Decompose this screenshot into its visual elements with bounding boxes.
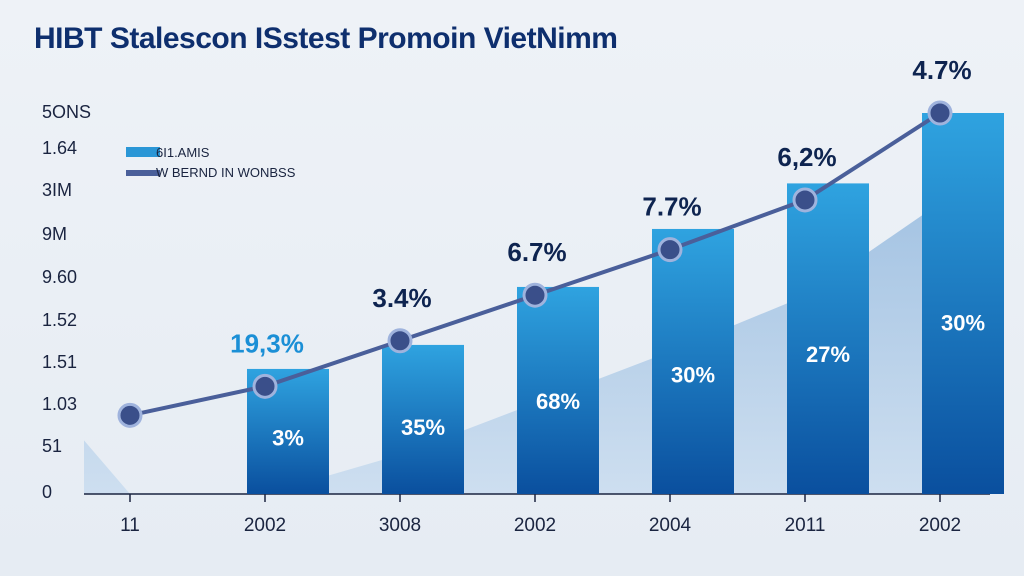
x-tick-label: 2002 xyxy=(514,515,556,536)
x-tick-label: 2004 xyxy=(649,515,692,536)
line-value-label: 6.7% xyxy=(507,237,566,267)
bar xyxy=(787,183,869,495)
trend-point xyxy=(117,402,143,428)
y-tick-label: 1.52 xyxy=(42,310,77,330)
y-tick-label: 3IM xyxy=(42,180,72,200)
trend-point xyxy=(387,328,413,354)
bar xyxy=(652,228,734,494)
legend-line-swatch xyxy=(126,170,160,176)
bar-value-label: 3% xyxy=(272,426,304,451)
y-tick-label: 1.03 xyxy=(42,394,77,414)
y-tick-label: 1.51 xyxy=(42,352,77,372)
legend-line-label: W BERND IN WONBSS xyxy=(156,165,296,180)
x-tick-label: 11 xyxy=(120,515,140,536)
y-tick-label: 0 xyxy=(42,482,52,502)
y-tick-label: 1.64 xyxy=(42,138,77,158)
bar-value-label: 68% xyxy=(536,389,580,414)
trend-point xyxy=(657,237,683,263)
y-tick-label: 9.60 xyxy=(42,267,77,287)
line-value-label: 4.7% xyxy=(912,55,971,85)
bar xyxy=(922,113,1004,494)
x-tick-label: 2002 xyxy=(244,515,286,536)
background-area xyxy=(84,133,990,494)
y-tick-label: 51 xyxy=(42,436,62,456)
trend-point xyxy=(792,187,818,213)
bar-value-label: 27% xyxy=(806,342,850,367)
x-tick-label: 3008 xyxy=(379,515,421,536)
legend-bar-label: 6I1.AMIS xyxy=(156,145,210,160)
x-tick-label: 2011 xyxy=(785,515,826,536)
bar-value-label: 35% xyxy=(401,415,445,440)
bar xyxy=(382,344,464,494)
x-tick-label: 2002 xyxy=(919,515,961,536)
legend-bar-swatch xyxy=(126,147,160,157)
bar-value-label: 30% xyxy=(671,363,715,388)
y-axis-title: 5ONS xyxy=(42,102,91,122)
line-value-label: 19,3% xyxy=(230,328,304,358)
chart-title: HIBT Stalescon ISstest Promoin VietNimm xyxy=(34,22,618,55)
trend-point xyxy=(252,373,278,399)
legend: 6I1.AMIS W BERND IN WONBSS xyxy=(126,145,296,180)
line-value-label: 3.4% xyxy=(372,283,431,313)
line-value-label: 7.7% xyxy=(642,192,701,222)
bar xyxy=(517,286,599,494)
trend-point xyxy=(927,100,953,126)
bar-value-label: 30% xyxy=(941,311,985,336)
trend-point xyxy=(522,282,548,308)
y-tick-label: 9M xyxy=(42,224,67,244)
line-value-label: 6,2% xyxy=(777,142,836,172)
